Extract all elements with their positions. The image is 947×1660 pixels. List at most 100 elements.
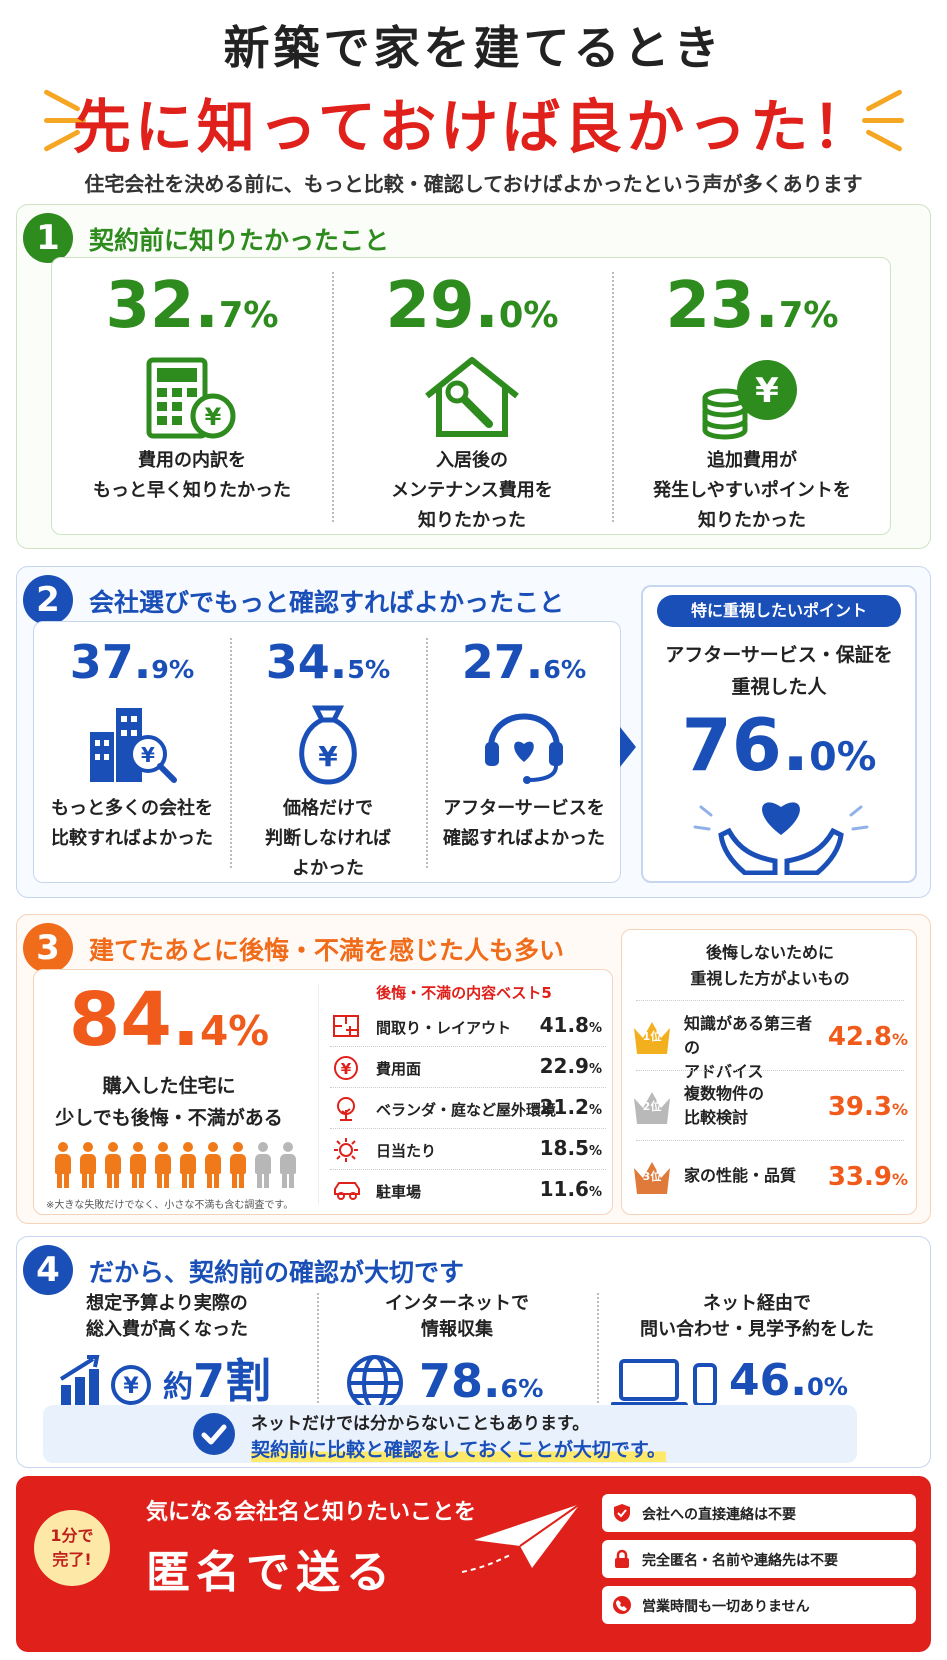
stat-item: 23.7% ¥ 追加費用が 発生しやすいポイントを 知りたかった xyxy=(612,270,892,536)
stat-caption-line: 判断しなければ xyxy=(265,828,391,849)
regret-value-number: 11.6 xyxy=(539,1177,589,1201)
buildings-search-icon: ¥ xyxy=(34,698,230,794)
section-1-card: 32.7% ¥ 費用の内訳を もっと早く知りたかった 29.0% xyxy=(51,257,891,535)
section-2-card: 37.9% ¥ もっと多くの会社を 比較すればよかった 34.5% xyxy=(33,621,621,883)
regret-list-row: 駐車場 11.6% xyxy=(330,1170,606,1210)
regret-value: 41.8% xyxy=(540,1013,602,1037)
cta-feature: 完全匿名・名前や連絡先は不要 xyxy=(602,1540,916,1578)
regret-label: 駐車場 xyxy=(376,1183,422,1201)
section-1: 1 契約前に知りたかったこと 32.7% ¥ 費用の内訳を もっと早 xyxy=(16,204,931,549)
fact-caption-line: 情報収集 xyxy=(421,1319,493,1340)
section-number: 3 xyxy=(23,923,73,973)
highlight-value-decimal: 0% xyxy=(809,734,877,780)
ranking-value: 39.3% xyxy=(828,1092,908,1122)
fact-value: 約7割 xyxy=(163,1353,271,1420)
money-bag-yen-icon: ¥ xyxy=(230,698,426,794)
fact-value-decimal: 0% xyxy=(806,1373,849,1401)
regret-list-row: ベランダ・庭など屋外環境 21.2% xyxy=(330,1088,606,1129)
rank-label: 3位 xyxy=(642,1170,662,1183)
stat-item: 27.6% アフターサービスを 確認すればよかった xyxy=(426,634,622,854)
regret-value: 11.6% xyxy=(540,1177,602,1201)
stat-value-decimal: 5% xyxy=(347,655,391,684)
fact-caption-line: ネット経由で xyxy=(703,1293,811,1314)
regret-label: 日当たり xyxy=(376,1142,437,1160)
ranking-caption-line: 知識がある第三者の xyxy=(684,1014,813,1057)
house-wrench-icon xyxy=(332,352,612,446)
crown-icon xyxy=(630,1154,674,1198)
stat-caption-line: 費用の内訳を xyxy=(138,450,246,471)
hands-heart-icon xyxy=(683,791,879,876)
tree-icon xyxy=(332,1096,362,1122)
coins-yen-icon: ¥ xyxy=(612,352,892,446)
ranking-row: 1位 知識がある第三者の アドバイス 42.8% xyxy=(622,1002,918,1081)
ranking-row: 2位 複数物件の 比較検討 39.3% xyxy=(622,1072,918,1142)
section-number: 2 xyxy=(23,575,73,625)
regret-value-number: 18.5 xyxy=(539,1136,589,1160)
ranking-caption-line: 比較検討 xyxy=(684,1108,749,1127)
person-icon xyxy=(279,1142,297,1188)
fact-caption-line: 問い合わせ・見学予約をした xyxy=(640,1319,874,1340)
stat-caption-line: もっと多くの会社を xyxy=(51,798,213,819)
big-stat-caption-line: 購入した住宅に xyxy=(102,1075,236,1097)
person-icon xyxy=(179,1142,197,1188)
person-icon xyxy=(54,1142,72,1188)
section-title: 会社選びでもっと確認すればよかったこと xyxy=(89,588,565,617)
conclusion-line1: ネットだけでは分からないこともあります。 xyxy=(251,1414,590,1434)
cta-line2[interactable]: 匿名で送る xyxy=(146,1547,396,1598)
crown-icon xyxy=(630,1014,674,1058)
sun-icon xyxy=(332,1137,362,1163)
stat-value-decimal: 7% xyxy=(218,295,279,336)
highlight-caption-line: アフターサービス・保証を xyxy=(665,644,893,666)
svg-text:¥: ¥ xyxy=(123,1374,139,1399)
burst-decoration xyxy=(862,118,904,123)
section-title: だから、契約前の確認が大切です xyxy=(89,1258,465,1287)
section-3-card: 84.4% 購入した住宅に 少しでも後悔・不満がある ※大きな失敗だけでなく、小… xyxy=(33,969,613,1215)
regret-value: 18.5% xyxy=(540,1136,602,1160)
svg-text:¥: ¥ xyxy=(205,403,222,431)
regret-list: 間取り・レイアウト 41.8% ¥ 費用面 22.9% ベランダ・庭など屋外環境 21.2%… xyxy=(330,1006,606,1212)
regret-list-row: ¥ 費用面 22.9% xyxy=(330,1047,606,1088)
stat-value-decimal: 9% xyxy=(151,655,195,684)
regret-value: 22.9% xyxy=(540,1054,602,1078)
section-title: 建てたあとに後悔・不満を感じた人も多い xyxy=(89,936,565,965)
rank-label: 2位 xyxy=(642,1100,662,1113)
stat-item: 29.0% 入居後の メンテナンス費用を 知りたかった xyxy=(332,270,612,536)
stat-value-decimal: 7% xyxy=(778,295,839,336)
stat-caption-line: もっと早く知りたかった xyxy=(93,480,291,501)
cta-line1: 気になる会社名と知りたいことを xyxy=(146,1500,477,1525)
cta-banner[interactable]: 1分で 完了! 気になる会社名と知りたいことを 匿名で送る 会社への直接連絡は不… xyxy=(16,1476,931,1652)
highlight-value: 76. xyxy=(681,703,810,787)
fact-caption-line: インターネットで xyxy=(385,1293,529,1314)
cta-feature: 会社への直接連絡は不要 xyxy=(602,1494,916,1532)
stat-value: 37. xyxy=(69,635,152,689)
time-badge: 1分で 完了! xyxy=(34,1510,110,1586)
ranking-value-unit: % xyxy=(891,1170,908,1189)
highlight-card: 特に重視したいポイント アフターサービス・保証を 重視した人 76.0% xyxy=(641,585,917,883)
car-icon xyxy=(332,1178,362,1204)
page-title-line2: 先に知っておけば良かった！ xyxy=(72,93,875,161)
stat-value: 27. xyxy=(461,635,544,689)
fact-caption-line: 想定予算より実際の xyxy=(86,1293,248,1314)
person-icon xyxy=(104,1142,122,1188)
ranking-value-number: 33.9 xyxy=(827,1162,892,1192)
fact-value-main: 78. xyxy=(419,1354,501,1408)
regret-value-unit: % xyxy=(588,1185,602,1200)
section-number: 1 xyxy=(23,213,73,263)
stat-caption-line: よかった xyxy=(292,858,364,879)
regret-value-number: 22.9 xyxy=(539,1054,589,1078)
ranking-value: 33.9% xyxy=(828,1162,908,1192)
calculator-yen-icon: ¥ xyxy=(52,352,332,446)
stat-caption-line: アフターサービスを xyxy=(443,798,605,819)
ranking-caption-line: アドバイス xyxy=(684,1062,764,1081)
page-title-line1: 新築で家を建てるとき xyxy=(223,21,724,75)
ranking-value-unit: % xyxy=(891,1030,908,1049)
fact-caption-line: 総入費が高くなった xyxy=(86,1319,248,1340)
people-row xyxy=(54,1142,304,1190)
cta-feature-text: 営業時間も一切ありません xyxy=(642,1599,810,1615)
stat-caption-line: 価格だけで xyxy=(283,798,373,819)
arrow-right-icon xyxy=(620,727,636,767)
regret-label: 間取り・レイアウト xyxy=(376,1019,512,1037)
regret-value-unit: % xyxy=(588,1021,602,1036)
time-badge-line: 完了! xyxy=(52,1550,92,1569)
